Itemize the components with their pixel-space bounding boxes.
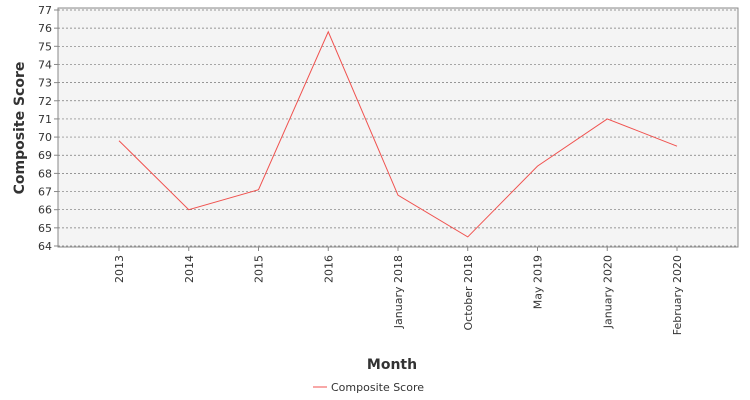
y-tick-label: 77 xyxy=(38,4,52,17)
x-tick-label: 2015 xyxy=(253,255,266,283)
y-tick-label: 70 xyxy=(38,131,52,144)
x-tick-label: February 2020 xyxy=(671,255,684,335)
y-tick-label: 72 xyxy=(38,95,52,108)
y-tick-label: 76 xyxy=(38,22,52,35)
x-tick-label: May 2019 xyxy=(532,255,545,309)
y-tick-label: 68 xyxy=(38,167,52,180)
x-tick-label: January 2018 xyxy=(392,255,405,329)
y-tick-label: 71 xyxy=(38,113,52,126)
line xyxy=(118,30,678,238)
x-tick-label: 2016 xyxy=(322,255,335,283)
y-tick-label: 69 xyxy=(38,149,52,162)
y-tick-label: 64 xyxy=(38,240,52,253)
y-tick-label: 73 xyxy=(38,77,52,90)
y-tick-label: 75 xyxy=(38,40,52,53)
y-tick-label: 65 xyxy=(38,222,52,235)
y-tick-label: 74 xyxy=(38,58,52,71)
x-tick-label: January 2020 xyxy=(601,255,614,329)
y-tick-label: 67 xyxy=(38,186,52,199)
x-axis-label: Month xyxy=(367,357,417,373)
x-tick-label: 2013 xyxy=(113,255,126,283)
x-tick-label: 2014 xyxy=(183,255,196,283)
y-tick-label: 66 xyxy=(38,204,52,217)
legend-label: Composite Score xyxy=(331,381,424,394)
x-tick-label: October 2018 xyxy=(462,255,475,331)
plot-area xyxy=(57,7,739,248)
y-axis-label: Composite Score xyxy=(12,62,28,195)
